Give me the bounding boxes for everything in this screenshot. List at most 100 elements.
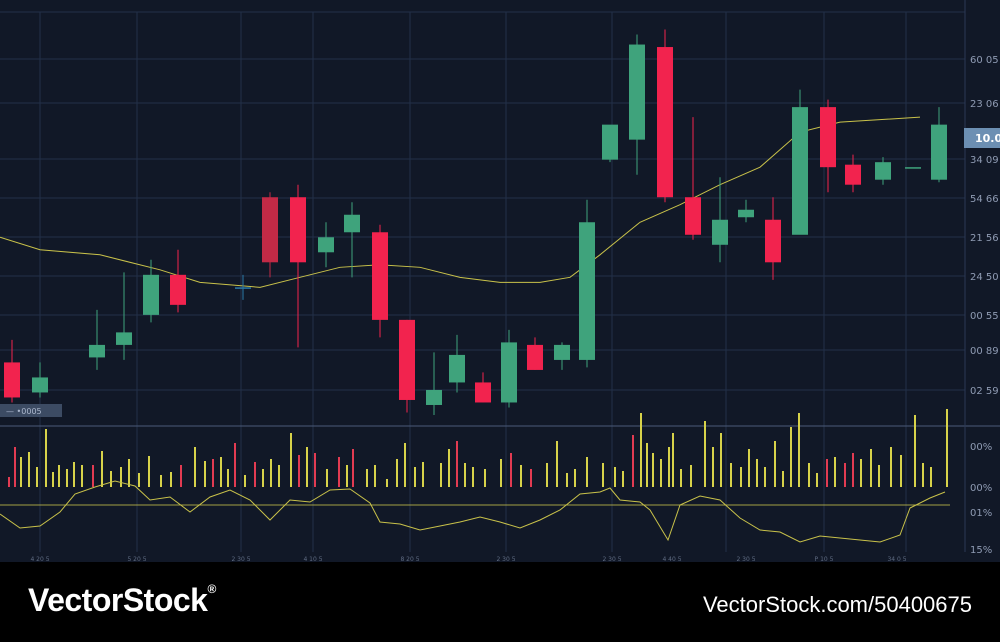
volume-bar-9 — [73, 462, 75, 487]
volume-bar-62 — [602, 463, 604, 487]
candle-17 — [527, 337, 543, 370]
price-tick-label-3: 54 66 — [970, 194, 999, 205]
volume-bar-66 — [640, 413, 642, 487]
candle-body-18 — [554, 344, 570, 360]
volume-bar-77 — [730, 463, 732, 487]
volume-bar-19 — [170, 472, 172, 487]
volume-bar-60 — [574, 469, 576, 487]
volume-bar-1 — [14, 447, 16, 487]
time-tick-label-1: 5 20 5 — [127, 556, 146, 562]
candle-body-30 — [875, 162, 891, 180]
volume-tick-label-0: 00% — [970, 442, 992, 453]
volume-bar-82 — [774, 441, 776, 487]
candle-0 — [4, 339, 20, 403]
volume-bar-54 — [510, 453, 512, 487]
volume-bar-52 — [484, 469, 486, 487]
time-tick-label-4: 8 20 5 — [400, 556, 419, 562]
candle-8 — [290, 184, 306, 348]
volume-bar-55 — [520, 465, 522, 487]
time-tick-label-2: 2 30 5 — [231, 556, 250, 562]
candle-21 — [629, 34, 645, 175]
volume-bar-99 — [930, 467, 932, 487]
volume-bar-0 — [8, 477, 10, 487]
volume-bar-33 — [298, 455, 300, 487]
current-price-tag — [964, 128, 1000, 148]
volume-bar-34 — [306, 447, 308, 487]
candle-31 — [905, 167, 921, 169]
volume-bar-41 — [374, 465, 376, 487]
candle-9 — [318, 222, 334, 268]
volume-bar-42 — [386, 479, 388, 487]
volume-bar-49 — [456, 441, 458, 487]
candle-body-5 — [170, 274, 186, 305]
candle-23 — [685, 117, 701, 240]
volume-bar-53 — [500, 459, 502, 487]
volume-bar-63 — [614, 467, 616, 487]
candle-body-16 — [501, 342, 517, 403]
candle-body-17 — [527, 344, 543, 370]
volume-bar-32 — [290, 433, 292, 487]
candle-7 — [262, 192, 278, 278]
volume-bar-7 — [58, 465, 60, 487]
volume-bar-47 — [440, 463, 442, 487]
volume-bar-5 — [45, 429, 47, 487]
moving-average-line — [0, 116, 921, 288]
price-tick-label-1: 23 06 — [970, 99, 999, 110]
price-axis: 60 05 23 06 34 09 54 66 21 56 24 50 00 55 00 89… — [0, 55, 1000, 417]
candle-body-29 — [845, 164, 861, 185]
volume-bar-20 — [180, 465, 182, 487]
volume-bar-87 — [816, 473, 818, 487]
volume-bar-8 — [66, 469, 68, 487]
volume-bar-11 — [92, 465, 94, 487]
volume-bar-72 — [680, 469, 682, 487]
volume-bar-12 — [101, 451, 103, 487]
candle-body-25 — [738, 209, 754, 218]
time-tick-label-5: 2 30 5 — [496, 556, 515, 562]
oscillator-line — [0, 480, 950, 543]
volume-bar-71 — [672, 433, 674, 487]
candle-body-8 — [290, 197, 306, 263]
volume-bar-80 — [756, 459, 758, 487]
candle-body-0 — [4, 362, 20, 398]
volume-bar-44 — [404, 443, 406, 487]
volume-bar-74 — [704, 421, 706, 487]
candle-22 — [657, 29, 673, 203]
volume-bar-61 — [586, 457, 588, 487]
volume-bar-51 — [472, 467, 474, 487]
volume-bar-73 — [690, 465, 692, 487]
candle-11 — [372, 224, 388, 338]
candle-10 — [344, 202, 360, 278]
volume-bar-86 — [808, 463, 810, 487]
volume-bar-79 — [748, 449, 750, 487]
volume-bar-100 — [946, 409, 948, 487]
candle-19 — [579, 199, 595, 368]
volume-bar-28 — [254, 462, 256, 487]
volume-bar-69 — [660, 459, 662, 487]
candle-24 — [712, 177, 728, 263]
volume-bar-81 — [764, 467, 766, 487]
volume-bar-92 — [860, 459, 862, 487]
volume-bar-4 — [36, 467, 38, 487]
volume-tick-label-1: 00% — [970, 483, 992, 494]
candle-16 — [501, 329, 517, 408]
time-tick-label-7: 4 40 5 — [662, 556, 681, 562]
brand-logo: VectorStock® — [28, 582, 216, 619]
volume-bar-43 — [396, 459, 398, 487]
volume-bar-78 — [740, 467, 742, 487]
candle-28 — [820, 99, 836, 193]
candle-12 — [399, 319, 415, 413]
volume-bar-3 — [28, 452, 30, 487]
volume-tick-label-2: 01% — [970, 508, 992, 519]
volume-bar-48 — [448, 449, 450, 487]
candle-body-28 — [820, 107, 836, 168]
volume-bar-37 — [338, 457, 340, 487]
volume-bar-35 — [314, 453, 316, 487]
volume-bar-70 — [668, 447, 670, 487]
candle-body-22 — [657, 47, 673, 198]
moving-average-path — [0, 116, 921, 288]
volume-bar-83 — [782, 471, 784, 487]
price-tick-label-5: 24 50 — [970, 272, 999, 283]
volume-bar-36 — [326, 469, 328, 487]
candle-5 — [170, 249, 186, 313]
